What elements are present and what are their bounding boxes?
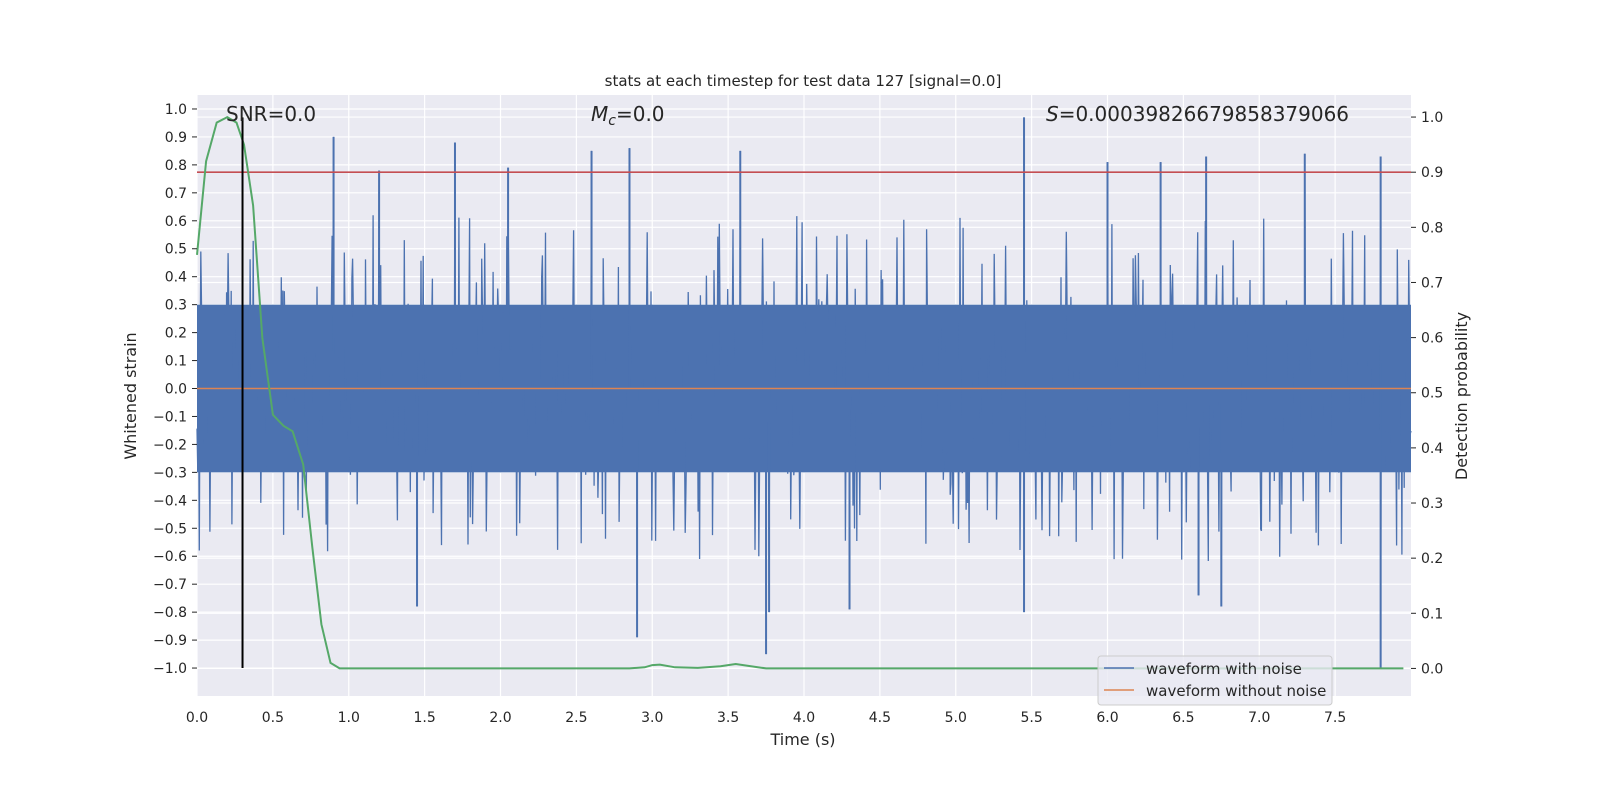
x-tick-label: 6.0 <box>1096 710 1118 726</box>
waveform-with-noise-line <box>196 117 1412 669</box>
y-tick-label: −0.3 <box>153 465 187 481</box>
y-tick-label: −0.4 <box>153 493 187 509</box>
y2-tick-label: 0.6 <box>1421 331 1443 347</box>
y-tick-label: −1.0 <box>153 661 187 677</box>
y2-tick-label: 0.3 <box>1421 496 1443 512</box>
x-tick-label: 3.5 <box>717 710 739 726</box>
x-tick-label: 7.0 <box>1248 710 1270 726</box>
y-tick-label: −0.7 <box>153 577 187 593</box>
legend-label-noisy: waveform with noise <box>1146 660 1302 678</box>
y-tick-label: 0.4 <box>165 270 187 286</box>
x-tick-label: 5.5 <box>1020 710 1042 726</box>
y-tick-label: 0.7 <box>165 186 187 202</box>
y-tick-label: 0.9 <box>165 130 187 146</box>
y-tick-label: −0.2 <box>153 437 187 453</box>
y2-tick-label: 0.2 <box>1421 551 1443 567</box>
y2-axis-ticks: 1.0 0.9 0.8 0.7 0.6 0.5 0.4 0.3 0.2 0.1 0.0 <box>1411 110 1443 677</box>
x-tick-label: 1.5 <box>413 710 435 726</box>
chirp-mass-annotation: Mc=0.0 <box>591 102 665 129</box>
y-tick-label: 0.2 <box>165 326 187 342</box>
y2-tick-label: 0.9 <box>1421 165 1443 181</box>
x-axis-ticks: 0.0 0.5 1.0 1.5 2.0 2.5 3.0 3.5 4.0 4.5 5.0 5.5 6.0 6… <box>186 710 1346 726</box>
legend-label-clean: waveform without noise <box>1146 682 1326 700</box>
x-tick-label: 1.0 <box>338 710 360 726</box>
y-tick-label: −0.9 <box>153 633 187 649</box>
x-tick-label: 0.0 <box>186 710 208 726</box>
y2-tick-label: 0.7 <box>1421 275 1443 291</box>
y-tick-label: −0.6 <box>153 549 187 565</box>
snr-annotation: SNR=0.0 <box>226 102 316 126</box>
line-series <box>196 115 1411 670</box>
y-tick-label: 0.8 <box>165 158 187 174</box>
y-tick-label: −0.8 <box>153 605 187 621</box>
legend-box <box>1097 655 1333 706</box>
y-axis-ticks: 1.0 0.9 0.8 0.7 0.6 0.5 0.4 0.3 0.2 0.1 0.0 −0.1 −0.… <box>153 102 197 677</box>
y-axis-label: Whitened strain <box>121 332 140 459</box>
x-tick-label: 2.5 <box>565 710 587 726</box>
y2-tick-label: 0.0 <box>1421 661 1443 677</box>
y-tick-label: −0.5 <box>153 521 187 537</box>
y2-axis-label: Detection probability <box>1452 312 1471 480</box>
y2-tick-label: 0.1 <box>1421 606 1443 622</box>
y2-tick-label: 0.4 <box>1421 441 1443 457</box>
x-tick-label: 2.0 <box>489 710 511 726</box>
statistic-annotation: S=0.00039826679858379066 <box>1046 102 1349 126</box>
detection-probability-line <box>196 115 1404 670</box>
x-tick-label: 7.5 <box>1324 710 1346 726</box>
y-tick-label: −0.1 <box>153 409 187 425</box>
y-tick-label: 0.6 <box>165 214 187 230</box>
x-tick-label: 0.5 <box>262 710 284 726</box>
x-tick-label: 3.0 <box>641 710 663 726</box>
y2-tick-label: 0.5 <box>1421 386 1443 402</box>
x-tick-label: 4.0 <box>793 710 815 726</box>
y2-tick-label: 0.8 <box>1421 220 1443 236</box>
y-tick-label: 0.3 <box>165 298 187 314</box>
x-axis-label: Time (s) <box>769 730 835 749</box>
y-tick-label: 0.5 <box>165 242 187 258</box>
legend: waveform with noise waveform without noi… <box>1097 655 1333 706</box>
y-tick-label: 0.0 <box>165 382 187 398</box>
x-tick-label: 6.5 <box>1172 710 1194 726</box>
x-tick-label: 4.5 <box>869 710 891 726</box>
y-tick-label: 1.0 <box>165 102 187 118</box>
y2-tick-label: 1.0 <box>1421 110 1443 126</box>
y-tick-label: 0.1 <box>165 354 187 370</box>
chart-title: stats at each timestep for test data 127… <box>605 72 1002 90</box>
x-tick-label: 5.0 <box>945 710 967 726</box>
